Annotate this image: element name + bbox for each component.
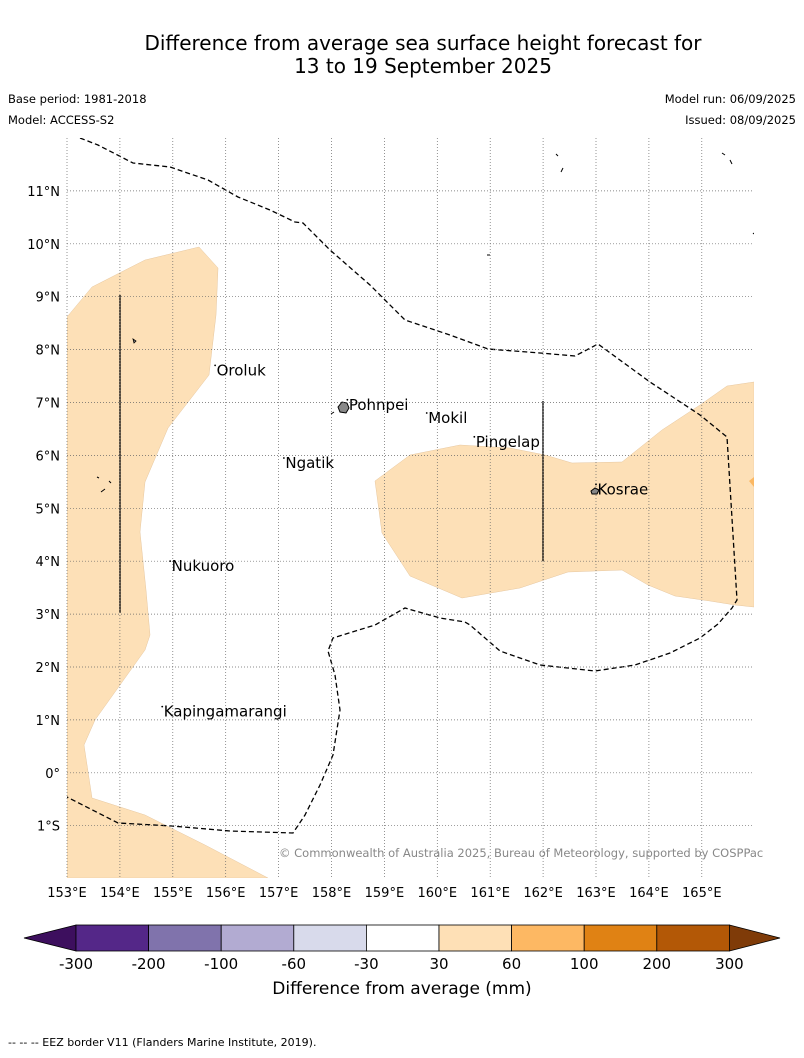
anomaly-region-edge (749, 477, 754, 487)
colorbar-label: Difference from average (mm) (272, 979, 531, 999)
colorbar-segment (75, 924, 149, 952)
place-label: Ngatik (285, 454, 334, 472)
copyright-text: © Commonwealth of Australia 2025, Bureau… (279, 846, 763, 860)
latitude-label: 11°N (27, 185, 60, 200)
longitude-label: 155°E (153, 886, 193, 901)
kosrae-land (590, 487, 600, 495)
colorbar-tick-label: 300 (715, 955, 744, 973)
latitude-label: 3°N (36, 608, 61, 623)
colorbar-tick-label: -60 (282, 955, 307, 973)
latitude-label: 8°N (36, 344, 61, 359)
colorbar-tick-label: 30 (429, 955, 448, 973)
title-line-2: 13 to 19 September 2025 (294, 54, 552, 78)
eez-border (67, 138, 738, 834)
anomaly-region-west (67, 246, 269, 878)
longitude-label: 164°E (629, 886, 669, 901)
latitude-label: 0° (45, 767, 60, 782)
place-marker (214, 364, 217, 367)
base-period: Base period: 1981-2018 (8, 92, 147, 106)
colorbar-tick-label: 60 (502, 955, 521, 973)
islet-outline (96, 476, 112, 493)
pohnpei-islet (330, 411, 335, 415)
colorbar-segment (293, 924, 367, 952)
place-label: Nukuoro (172, 557, 235, 575)
longitude-label: 154°E (100, 886, 140, 901)
colorbar-ticks: -300 -200 -100 -60 -30 30 60 100 200 300 (59, 955, 744, 973)
issued-date: Issued: 08/09/2025 (685, 113, 796, 127)
place-label: Mokil (428, 409, 467, 427)
title-line-1: Difference from average sea surface heig… (144, 31, 702, 55)
place-marker (169, 560, 172, 563)
place-label: Oroluk (217, 361, 266, 379)
latitude-label: 6°N (36, 449, 61, 464)
place-marker (282, 457, 285, 459)
place-label: Kapingamarangi (164, 703, 287, 721)
colorbar-segment (148, 924, 222, 952)
chart-title: Difference from average sea surface heig… (0, 32, 804, 78)
place-marker (473, 435, 476, 438)
islet-outline (132, 338, 137, 344)
graticule (66, 138, 754, 878)
place-marker (595, 483, 597, 486)
pohnpei-land (337, 401, 350, 414)
latitude-label: 5°N (36, 502, 61, 517)
latitude-labels: 11°N 10°N 9°N 8°N 7°N 6°N 5°N 4°N 3°N 2°N 1°N 0° 1°S (27, 185, 60, 835)
place-marker (161, 705, 164, 708)
colorbar-tick-label: -300 (59, 955, 93, 973)
model-run: Model run: 06/09/2025 (664, 92, 796, 106)
colorbar-tick-label: 200 (642, 955, 671, 973)
place-label: Pohnpei (349, 396, 409, 414)
map: 153°E 154°E 155°E 156°E 157°E 158°E 159°E 160°E… (23, 138, 781, 999)
latitude-label: 4°N (36, 555, 61, 570)
latitude-label: 2°N (36, 661, 61, 676)
latitude-label: 1°S (37, 820, 60, 835)
place-label: Pingelap (476, 433, 540, 451)
model-label: Model: ACCESS-S2 (8, 113, 115, 127)
longitude-label: 153°E (47, 886, 87, 901)
place-marker (346, 398, 349, 401)
longitude-label: 162°E (523, 886, 563, 901)
longitude-label: 158°E (312, 886, 352, 901)
latitude-label: 9°N (36, 291, 61, 306)
colorbar-segment (583, 924, 658, 952)
place-marker (425, 412, 428, 414)
colorbar-tick-label: 100 (570, 955, 599, 973)
latitude-label: 10°N (27, 238, 60, 253)
longitude-labels: 153°E 154°E 155°E 156°E 157°E 158°E 159°E 160°E… (47, 886, 721, 901)
longitude-label: 160°E (418, 886, 458, 901)
place-label: Kosrae (598, 480, 649, 498)
longitude-label: 161°E (470, 886, 510, 901)
longitude-label: 163°E (576, 886, 616, 901)
colorbar-extend-low (23, 924, 77, 952)
colorbar-extend-high (729, 924, 781, 952)
place-labels: Oroluk Pohnpei Mokil Pingelap Ngatik Kosrae Nu… (161, 361, 649, 721)
longitude-label: 157°E (259, 886, 299, 901)
colorbar-segment (511, 924, 585, 952)
latitude-label: 7°N (36, 397, 61, 412)
longitude-label: 165°E (682, 886, 722, 901)
colorbar-segment (220, 924, 295, 952)
colorbar-tick-label: -100 (204, 955, 238, 973)
colorbar-tick-label: -200 (132, 955, 166, 973)
islet-outline (555, 152, 733, 173)
footer-note: -- -- -- EEZ border V11 (Flanders Marine… (8, 1036, 317, 1049)
colorbar (23, 924, 781, 952)
anomaly-region-east (374, 381, 754, 608)
islet-outline (487, 232, 754, 256)
colorbar-segment (438, 924, 512, 952)
colorbar-segment (656, 924, 730, 952)
latitude-label: 1°N (36, 714, 61, 729)
longitude-label: 156°E (206, 886, 246, 901)
longitude-label: 159°E (365, 886, 405, 901)
colorbar-tick-label: -30 (354, 955, 379, 973)
colorbar-segment (365, 924, 440, 952)
